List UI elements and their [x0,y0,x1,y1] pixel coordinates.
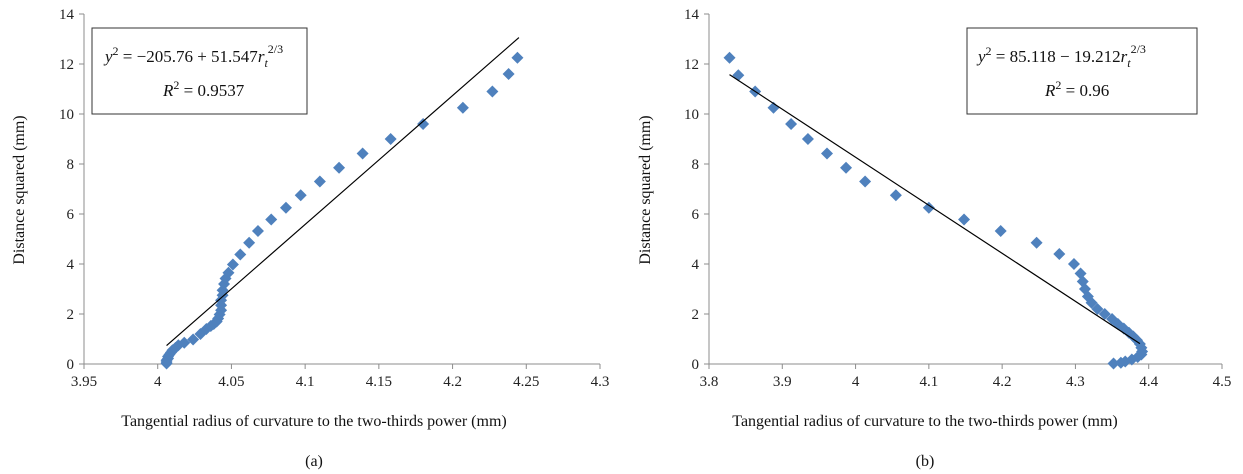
data-point [456,101,469,114]
data-point [723,51,736,64]
x-tick-label: 4.2 [993,374,1012,390]
y-tick-label: 0 [67,357,75,373]
data-point [294,189,307,202]
x-tick-label: 4.4 [1139,374,1158,390]
y-tick-label: 10 [684,107,699,123]
y-tick-label: 8 [67,157,75,173]
equation-text: y2 = −205.76 + 51.547rt2/3 [103,42,283,70]
x-tick-label: 4.3 [1066,374,1085,390]
x-tick-label: 3.8 [700,374,719,390]
data-point [922,201,935,214]
x-tick-label: 4 [154,374,162,390]
data-point [732,69,745,82]
x-tick-label: 4 [852,374,860,390]
data-point [384,133,397,145]
data-point [234,248,247,261]
data-point [333,161,346,174]
y-tick-label: 4 [692,257,700,273]
data-point [251,225,264,237]
chart-panel-b: 4.5 4.4 4.3 4.2 4.1 4 3.9 3.8 14 12 10 8 6 4 2 0 Distan… [637,7,1231,470]
y-tick-label: 2 [67,307,75,323]
trendline [729,74,1141,345]
x-tick-label: 4.5 [1213,374,1232,390]
trendline [166,37,520,347]
y-tick-label: 14 [684,7,700,23]
y-tick-label: 2 [692,307,700,323]
x-tick-label: 4.3 [591,374,610,390]
panel-label: (b) [916,453,935,470]
x-tick-label: 4.1 [919,374,938,390]
r-squared-text: R2 = 0.96 [1044,78,1109,100]
data-point [1030,236,1043,249]
y-tick-label: 14 [59,7,75,23]
x-axis-label: Tangential radius of curvature to the tw… [732,413,1117,430]
y-tick-label: 12 [684,57,699,73]
data-point [994,225,1007,237]
panel-label: (a) [305,453,323,470]
data-point [178,336,191,349]
data-point [226,258,239,271]
x-tick-label: 4.1 [296,374,315,390]
x-tick-label: 3.95 [71,374,97,390]
data-point [1091,303,1104,315]
data-point [486,85,499,98]
data-point [356,147,369,160]
equation-text: y2 = 85.118 − 19.212rt2/3 [976,42,1146,70]
data-point [1098,308,1111,320]
data-point [1107,357,1120,370]
y-axis-label: Distance squared (mm) [637,115,654,264]
data-point [417,118,430,130]
y-tick-label: 10 [59,107,74,123]
equation-box: y2 = −205.76 + 51.547rt2/3 R2 = 0.9537 [91,27,308,115]
data-point [502,68,515,80]
chart-panel-a: 4.3 4.25 4.2 4.15 4.1 4.05 4 3.95 14 12 10 8 6 4 2 0 Di… [11,7,609,470]
x-tick-label: 4.05 [218,374,244,390]
data-point [265,213,278,226]
data-point [1053,248,1066,260]
data-point [1114,356,1127,369]
data-point [1085,296,1098,309]
y-axis-label: Distance squared (mm) [11,115,28,264]
data-point [511,51,524,64]
x-tick-label: 4.25 [513,374,539,390]
data-point [313,175,326,188]
y-tick-label: 0 [692,357,700,373]
y-tick-label: 8 [692,157,700,173]
r-squared-text: R2 = 0.9537 [162,78,245,100]
data-point [859,175,872,188]
data-point [958,213,971,226]
data-point [820,147,833,160]
equation-box: y2 = 85.118 − 19.212rt2/3 R2 = 0.96 [966,27,1198,115]
x-axis-label: Tangential radius of curvature to the tw… [121,413,506,430]
data-point [279,201,292,214]
x-tick-label: 4.15 [366,374,392,390]
data-point [1067,258,1080,270]
x-tick-label: 3.9 [773,374,792,390]
y-tick-label: 4 [67,257,75,273]
data-point [801,133,814,145]
data-point [222,266,235,279]
data-point [785,118,798,130]
y-tick-label: 12 [59,57,74,73]
data-point [889,189,902,202]
data-point [243,236,256,249]
data-point [187,333,200,346]
x-tick-label: 4.2 [443,374,462,390]
y-tick-label: 6 [67,207,75,223]
y-tick-label: 6 [692,207,700,223]
data-point [840,161,853,174]
